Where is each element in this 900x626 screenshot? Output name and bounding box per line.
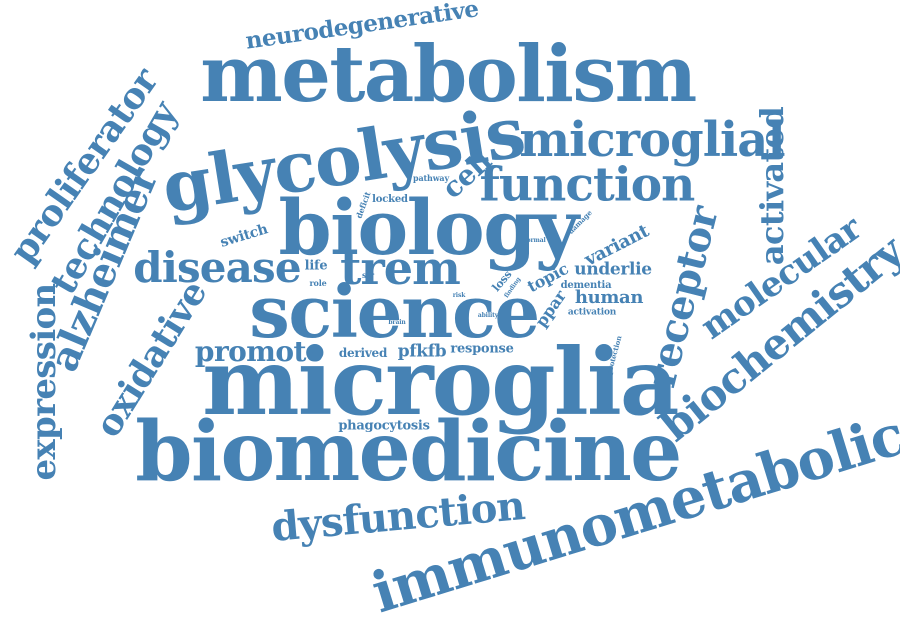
word-pathway: pathway <box>413 173 449 183</box>
word-risk: risk <box>452 292 466 299</box>
word-pfkfb: pfkfb <box>397 341 447 362</box>
word-brain: brain <box>388 319 406 326</box>
word-metabolism: metabolism <box>200 29 697 120</box>
word-response: response <box>450 341 514 357</box>
word-biology: biology <box>278 183 579 272</box>
word-life: life <box>304 258 328 274</box>
word-biomedicine: biomedicine <box>135 404 682 500</box>
word-role: role <box>309 278 327 288</box>
word-str: str <box>362 270 374 280</box>
word-disease: disease <box>133 243 301 292</box>
word-human: human <box>574 287 644 308</box>
word-dementia: dementia <box>560 280 612 291</box>
word-normal: normal <box>522 237 546 244</box>
word-expression: expression <box>24 283 64 481</box>
word-microglia: microglia <box>202 328 679 436</box>
word-function: function <box>479 157 696 213</box>
word-ability: ability <box>477 312 499 319</box>
word-activation: activation <box>567 307 617 318</box>
word-locked: locked <box>372 194 408 205</box>
word-promote: promote <box>194 335 324 368</box>
word-trem: trem <box>340 241 461 295</box>
word-activated: activated <box>753 106 791 266</box>
word-microglial: microglial <box>519 112 785 168</box>
word-underlie: underlie <box>574 259 652 280</box>
word-derived: derived <box>338 346 388 360</box>
word-science: science <box>249 269 540 354</box>
word-phagocytosis: phagocytosis <box>338 418 430 434</box>
